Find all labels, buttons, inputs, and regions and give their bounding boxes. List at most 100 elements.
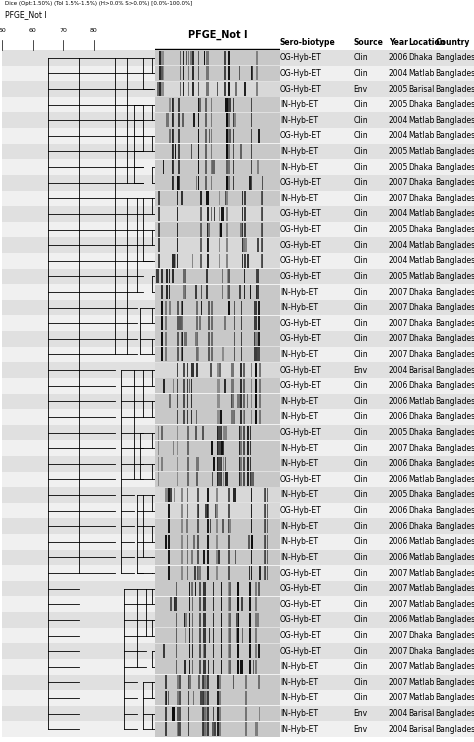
Bar — [243, 378, 245, 393]
Bar — [198, 66, 199, 80]
Bar — [178, 145, 180, 159]
Bar — [182, 316, 183, 330]
Bar — [155, 237, 280, 253]
Bar — [227, 145, 228, 159]
Bar — [207, 706, 209, 720]
Bar — [187, 457, 189, 470]
Text: 2007: 2007 — [389, 335, 408, 344]
Bar — [244, 191, 246, 206]
Bar — [155, 691, 280, 706]
Bar — [2, 534, 155, 550]
Bar — [161, 301, 163, 315]
Bar — [2, 659, 155, 674]
Text: Clin: Clin — [354, 178, 368, 187]
Bar — [227, 223, 228, 237]
Bar — [161, 285, 163, 299]
Bar — [182, 332, 183, 346]
Bar — [217, 82, 219, 96]
Text: Clin: Clin — [354, 319, 368, 328]
Bar — [239, 441, 240, 455]
Bar — [187, 425, 189, 439]
Bar — [242, 238, 243, 252]
Bar — [237, 394, 240, 408]
Bar — [239, 285, 241, 299]
Bar — [196, 301, 198, 315]
Bar — [155, 363, 280, 378]
Text: Bangladesh: Bangladesh — [435, 506, 474, 515]
Bar — [187, 363, 188, 377]
Bar — [213, 706, 214, 720]
Bar — [205, 176, 207, 190]
Bar — [155, 674, 280, 690]
Text: Clin: Clin — [354, 678, 368, 687]
Bar — [239, 441, 242, 455]
Text: Bangladesh: Bangladesh — [435, 381, 474, 390]
Text: Clin: Clin — [354, 272, 368, 281]
Bar — [155, 316, 280, 331]
Bar — [193, 535, 195, 549]
Bar — [262, 176, 263, 190]
Bar — [256, 269, 258, 283]
Bar — [189, 378, 190, 393]
Bar — [195, 176, 197, 190]
Text: IN-Hyb-ET: IN-Hyb-ET — [280, 725, 318, 734]
Bar — [187, 551, 188, 565]
Bar — [257, 285, 259, 299]
Bar — [267, 519, 268, 533]
Bar — [197, 535, 199, 549]
Text: 2005: 2005 — [389, 225, 408, 234]
Bar — [198, 129, 199, 143]
Bar — [157, 473, 159, 487]
Bar — [177, 425, 178, 439]
Bar — [234, 332, 235, 346]
Text: 2006: 2006 — [389, 397, 408, 406]
Text: 2006: 2006 — [389, 413, 408, 421]
Bar — [155, 487, 280, 502]
Bar — [228, 50, 229, 65]
Text: Barisal: Barisal — [408, 85, 434, 93]
Text: Bangladesh: Bangladesh — [435, 287, 474, 297]
Bar — [239, 425, 240, 439]
Bar — [2, 612, 155, 628]
Bar — [243, 457, 245, 470]
Bar — [158, 238, 159, 252]
Bar — [172, 98, 173, 112]
Bar — [208, 347, 210, 361]
Text: 2005: 2005 — [389, 85, 408, 93]
Text: Dhaka: Dhaka — [408, 444, 433, 453]
Text: Clin: Clin — [354, 490, 368, 499]
Bar — [155, 534, 280, 549]
Bar — [155, 97, 280, 113]
Bar — [187, 378, 188, 393]
Bar — [172, 176, 174, 190]
Text: IN-Hyb-ET: IN-Hyb-ET — [280, 553, 318, 562]
Text: 2007: 2007 — [389, 663, 408, 672]
Bar — [155, 284, 280, 300]
Bar — [258, 644, 260, 658]
Bar — [155, 503, 280, 518]
Bar — [155, 160, 280, 175]
Text: IN-Hyb-ET: IN-Hyb-ET — [280, 444, 318, 453]
Bar — [224, 50, 226, 65]
Bar — [203, 628, 206, 643]
Bar — [203, 644, 206, 658]
Bar — [182, 301, 183, 315]
Text: Clin: Clin — [354, 350, 368, 359]
Bar — [197, 504, 199, 518]
Bar — [242, 223, 243, 237]
Bar — [191, 644, 192, 658]
Text: Bangladesh: Bangladesh — [435, 663, 474, 672]
Bar — [207, 66, 209, 80]
Bar — [188, 82, 189, 96]
Bar — [254, 660, 255, 674]
Bar — [239, 457, 242, 470]
Bar — [233, 129, 235, 143]
Bar — [249, 628, 251, 643]
Bar — [231, 363, 234, 377]
Bar — [161, 269, 163, 283]
Bar — [2, 550, 155, 565]
Bar — [251, 504, 252, 518]
Bar — [189, 722, 190, 736]
Bar — [189, 675, 191, 689]
Bar — [228, 98, 230, 112]
